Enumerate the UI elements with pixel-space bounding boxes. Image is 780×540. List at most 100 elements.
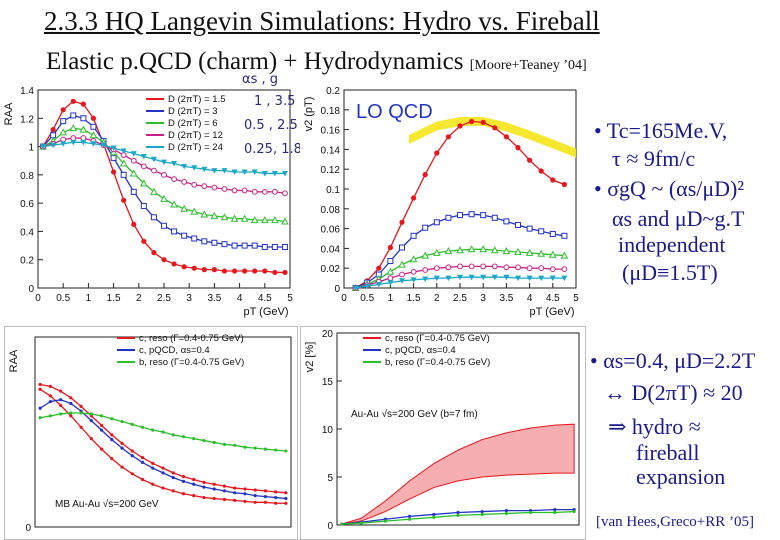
data-point	[231, 268, 238, 274]
data-point	[212, 496, 216, 501]
data-point	[251, 242, 258, 249]
data-point	[222, 484, 227, 488]
series-line	[40, 383, 286, 494]
legend-label: c, pQCD, αs=0.4	[139, 345, 210, 356]
data-point	[549, 231, 556, 237]
data-point	[181, 232, 188, 239]
data-point	[141, 238, 147, 244]
y-tick-label: 0.04	[321, 244, 341, 255]
data-point	[191, 265, 197, 271]
data-point	[121, 197, 127, 203]
data-point	[253, 488, 257, 492]
data-point	[233, 498, 237, 502]
data-point	[250, 216, 259, 224]
y-tick-label: 0.1	[326, 185, 340, 196]
y-axis-label: RAA	[8, 349, 20, 372]
data-point	[421, 251, 430, 259]
data-point	[220, 213, 229, 221]
data-point	[526, 225, 533, 232]
data-point	[110, 145, 117, 151]
data-point	[383, 519, 387, 523]
x-tick-label: 4.5	[258, 293, 272, 304]
data-point	[340, 522, 344, 526]
x-tick-label: 1.5	[107, 293, 121, 304]
data-point	[490, 246, 499, 254]
data-point	[242, 268, 248, 274]
bottom-reference: [van Hees,Greco+RR ’05]	[596, 514, 754, 530]
data-point	[90, 123, 97, 130]
data-point	[70, 139, 77, 146]
data-point	[457, 212, 463, 219]
data-point	[410, 277, 417, 283]
data-point	[210, 211, 219, 219]
data-point	[171, 176, 177, 182]
data-point	[130, 454, 134, 458]
data-point	[181, 179, 188, 185]
x-tick-label: 1.5	[407, 293, 421, 304]
data-point	[110, 154, 117, 161]
data-point	[282, 190, 288, 197]
data-point	[409, 255, 418, 263]
data-point	[100, 142, 107, 149]
data-point	[284, 501, 288, 505]
data-point	[59, 389, 63, 393]
data-point	[140, 202, 147, 209]
data-point	[38, 382, 42, 387]
data-point	[140, 460, 145, 464]
data-point	[529, 510, 533, 515]
data-point	[69, 414, 73, 418]
data-point	[376, 265, 382, 271]
data-point	[469, 118, 475, 125]
x-tick-label: 3.5	[207, 293, 221, 304]
data-point	[561, 275, 568, 282]
bullet-fireball: fireball	[636, 440, 700, 465]
data-point	[170, 200, 178, 208]
data-point	[129, 169, 138, 177]
data-point	[263, 447, 267, 451]
y-axis-label: v2 [%]	[304, 342, 316, 373]
band	[341, 423, 575, 525]
data-point	[503, 218, 510, 225]
data-point	[110, 438, 114, 442]
data-point	[171, 161, 178, 167]
data-point	[243, 445, 247, 449]
data-point	[150, 214, 157, 221]
legend-label: D (2πT) = 3	[168, 106, 218, 117]
data-point	[48, 414, 52, 418]
x-tick-label: 3.5	[499, 293, 513, 304]
x-tick-label: 0.5	[56, 293, 70, 304]
data-point	[284, 496, 288, 501]
data-point	[260, 216, 269, 224]
data-point	[251, 169, 258, 176]
band	[408, 117, 576, 158]
data-point	[261, 243, 268, 250]
y-tick-label: 0.2	[326, 86, 340, 97]
data-point	[241, 187, 248, 194]
data-point	[480, 274, 487, 281]
data-point	[69, 396, 73, 400]
data-point	[161, 222, 167, 229]
data-point	[445, 214, 452, 221]
data-point	[180, 204, 189, 212]
data-point	[480, 512, 484, 517]
data-point	[79, 411, 83, 415]
data-point	[263, 489, 267, 493]
data-point	[408, 514, 412, 518]
data-point	[79, 425, 83, 429]
legend-label: b, reso (Γ=0.4-0.75 GeV)	[385, 357, 490, 368]
series-line	[355, 120, 565, 289]
data-point	[211, 168, 218, 174]
data-point	[221, 168, 228, 174]
data-point	[527, 157, 533, 163]
data-point	[171, 471, 175, 475]
data-point	[221, 186, 228, 192]
data-point	[161, 466, 165, 470]
data-point	[399, 271, 405, 278]
y-tick-label: 0.12	[321, 165, 341, 176]
param-row-3: 0.25, 1.8	[244, 142, 302, 157]
data-point	[181, 492, 186, 496]
plot-frame	[34, 336, 292, 528]
data-point	[80, 101, 86, 107]
data-point	[492, 125, 498, 131]
bullet-tau: τ ≈ 9fm/c	[612, 146, 696, 171]
